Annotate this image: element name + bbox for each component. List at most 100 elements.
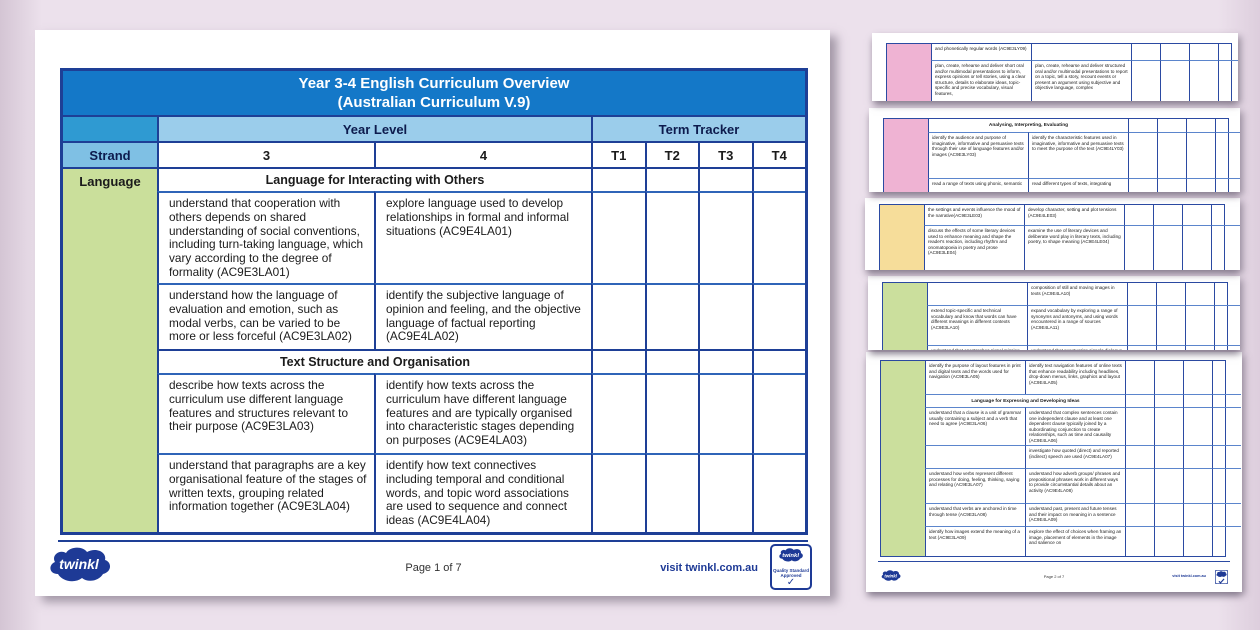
strand-color-cell [881, 361, 925, 556]
term-tracker-cell [751, 349, 805, 373]
term-tracker-cell [1157, 119, 1186, 132]
year-level-band: Year Level [157, 115, 591, 141]
term-tracker-cell [1154, 407, 1183, 445]
term-tracker-cell [644, 373, 698, 453]
mini-visit-link[interactable]: visit twinkl.com.au [1172, 574, 1206, 578]
term-tracker-cell [1154, 526, 1183, 556]
mini-descriptor: composition of still and moving images i… [1027, 283, 1127, 305]
term-tracker-cell [1212, 468, 1241, 503]
mini-descriptor: understand how verbs represent different… [925, 468, 1025, 503]
term-tracker-cell [1183, 407, 1212, 445]
year4-column-header: 4 [374, 141, 591, 167]
strand-color-cell [883, 283, 927, 350]
table-title: Year 3-4 English Curriculum Overview (Au… [63, 71, 805, 115]
term-tracker-cell [591, 349, 645, 373]
descriptor-y4: identify how text connectives including … [374, 453, 591, 532]
term-tracker-cell [1211, 225, 1240, 270]
quality-badge: twinkl Quality Standard Approved ✓ [770, 544, 812, 590]
descriptor-y4: explore language used to develop relatio… [374, 191, 591, 283]
term-tracker-cell [1125, 503, 1154, 526]
descriptor-y3: understand that cooperation with others … [157, 191, 374, 283]
term-column-header-t1: T1 [591, 141, 645, 167]
mini-quality-badge-icon [1215, 570, 1228, 584]
term-tracker-cell [1212, 526, 1241, 556]
term-tracker-cell [1153, 225, 1182, 270]
mini-page-footer: twinkl Page 2 of 7 visit twinkl.com.au [880, 566, 1228, 586]
term-tracker-cell [1214, 305, 1240, 345]
term-tracker-cell [1154, 361, 1183, 394]
mini-descriptor: understand that complex sentences contai… [1025, 407, 1125, 445]
descriptor-y3: understand how the language of evaluatio… [157, 283, 374, 349]
main-document-page: Year 3-4 English Curriculum Overview (Au… [35, 30, 830, 596]
mini-footer-divider [878, 561, 1230, 562]
term-tracker-cell [1182, 205, 1211, 225]
descriptor-y3: describe how texts across the curriculum… [157, 373, 374, 453]
mini-descriptor: understand that a clause is a unit of gr… [925, 407, 1025, 445]
mini-descriptor: and phonetically regular words (AC9E3LY0… [931, 44, 1031, 60]
term-tracker-cell [1125, 361, 1154, 394]
term-tracker-cell [1156, 305, 1185, 345]
section-header-interacting: Language for Interacting with Others [157, 167, 591, 191]
term-tracker-cell [1160, 44, 1189, 60]
term-tracker-cell [1212, 394, 1241, 407]
visit-link[interactable]: visit twinkl.com.au [660, 562, 758, 574]
term-tracker-cell [698, 349, 752, 373]
term-tracker-cell [1154, 445, 1183, 468]
descriptor-y4: identify the subjective language of opin… [374, 283, 591, 349]
descriptor-y4: identify how texts across the curriculum… [374, 373, 591, 453]
term-tracker-cell [1189, 44, 1218, 60]
twinkl-logo-icon: twinkl [881, 570, 901, 581]
term-tracker-cell [751, 283, 805, 349]
mini-descriptor: investigate how quoted (direct) and repo… [1025, 445, 1125, 468]
term-tracker-cell [591, 373, 645, 453]
term-tracker-cell [1127, 345, 1156, 350]
term-tracker-cell [698, 167, 752, 191]
strand-color-cell [884, 119, 928, 192]
term-tracker-cell [1215, 119, 1240, 132]
term-tracker-cell [1214, 283, 1240, 305]
term-tracker-cell [1185, 305, 1214, 345]
badge-text-line1: Quality Standard [772, 568, 809, 573]
footer-divider [58, 540, 808, 542]
term-tracker-cell [698, 283, 752, 349]
term-tracker-cell [1215, 178, 1240, 192]
mini-descriptor: expand vocabulary by exploring a range o… [1027, 305, 1127, 345]
term-tracker-cell [1183, 503, 1212, 526]
badge-text-line2: Approved [780, 573, 802, 578]
year3-column-header: 3 [157, 141, 374, 167]
term-tracker-cell [1183, 468, 1212, 503]
term-tracker-cell [591, 167, 645, 191]
term-tracker-cell [644, 453, 698, 532]
term-tracker-cell [1183, 445, 1212, 468]
mini-descriptor: discuss the effects of some literary dev… [924, 225, 1024, 270]
mini-descriptor: plan, create, rehearse and deliver short… [931, 60, 1031, 101]
term-tracker-cell [1212, 361, 1241, 394]
term-tracker-cell [1127, 305, 1156, 345]
term-tracker-cell [751, 191, 805, 283]
term-tracker-cell [644, 283, 698, 349]
strand-column-header: Strand [63, 141, 157, 167]
term-tracker-cell [698, 191, 752, 283]
term-column-header-t4: T4 [751, 141, 805, 167]
term-tracker-cell [1185, 345, 1214, 350]
term-column-header-t3: T3 [698, 141, 752, 167]
term-tracker-cell [1157, 178, 1186, 192]
term-tracker-cell [1218, 60, 1238, 101]
mini-descriptor [927, 283, 1027, 305]
thumbnail-page: composition of still and moving images i… [868, 276, 1240, 350]
term-tracker-cell [1189, 60, 1218, 101]
term-tracker-cell [1125, 394, 1154, 407]
term-tracker-cell [1154, 468, 1183, 503]
mini-section-header: Language for Expressing and Developing I… [925, 394, 1125, 407]
term-tracker-cell [644, 191, 698, 283]
term-tracker-cell [1128, 178, 1157, 192]
page-footer: twinkl Page 1 of 7 visit twinkl.com.au t… [47, 544, 820, 592]
term-tracker-cell [1156, 345, 1185, 350]
descriptor-y3: understand that paragraphs are a key org… [157, 453, 374, 532]
term-tracker-cell [1125, 468, 1154, 503]
term-tracker-cell [1183, 394, 1212, 407]
curriculum-table: Year 3-4 English Curriculum Overview (Au… [60, 68, 808, 535]
term-column-header-t2: T2 [644, 141, 698, 167]
strand-color-cell [887, 44, 931, 101]
mini-descriptor [925, 445, 1025, 468]
